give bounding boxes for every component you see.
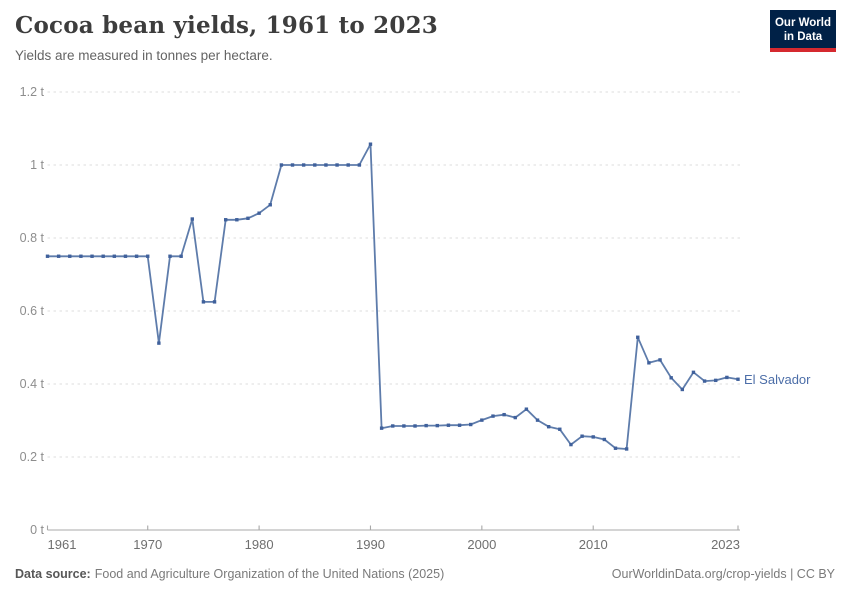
- data-point[interactable]: [636, 335, 640, 339]
- data-point[interactable]: [714, 378, 718, 383]
- y-tick-label: 0 t: [30, 523, 44, 537]
- page-subtitle: Yields are measured in tonnes per hectar…: [15, 47, 273, 63]
- data-point[interactable]: [424, 423, 428, 428]
- data-point[interactable]: [101, 254, 105, 258]
- data-point[interactable]: [535, 418, 540, 422]
- trend-line[interactable]: [46, 143, 739, 450]
- data-point[interactable]: [702, 379, 707, 383]
- data-point[interactable]: [379, 426, 384, 430]
- y-tick-label: 0.4 t: [20, 377, 45, 391]
- data-point[interactable]: [90, 254, 94, 258]
- x-tick-label: 2000: [467, 537, 496, 552]
- data-point[interactable]: [480, 418, 484, 422]
- data-point[interactable]: [279, 163, 284, 167]
- data-point[interactable]: [157, 341, 161, 345]
- x-tick-label: 2023: [711, 537, 740, 552]
- data-point[interactable]: [246, 216, 250, 220]
- data-point[interactable]: [502, 412, 506, 417]
- data-point[interactable]: [168, 254, 172, 258]
- data-point[interactable]: [658, 358, 662, 362]
- x-tick-label: 2010: [579, 537, 608, 552]
- y-tick-label: 1 t: [30, 158, 44, 172]
- data-point[interactable]: [680, 387, 685, 392]
- data-point[interactable]: [602, 437, 607, 442]
- x-tick-label: 1990: [356, 537, 385, 552]
- data-point[interactable]: [624, 447, 629, 451]
- data-point[interactable]: [190, 217, 194, 221]
- data-point[interactable]: [580, 434, 584, 438]
- data-point[interactable]: [235, 218, 239, 222]
- data-point[interactable]: [569, 442, 573, 447]
- data-point[interactable]: [413, 424, 417, 428]
- data-point[interactable]: [112, 254, 117, 258]
- data-point[interactable]: [613, 446, 618, 450]
- data-point[interactable]: [402, 424, 406, 428]
- data-point[interactable]: [357, 163, 362, 167]
- data-point[interactable]: [56, 254, 61, 258]
- data-point[interactable]: [558, 427, 562, 431]
- data-point[interactable]: [68, 254, 72, 258]
- data-point[interactable]: [491, 414, 495, 418]
- data-point[interactable]: [134, 254, 139, 258]
- x-tick-label: 1961: [48, 537, 77, 552]
- data-point[interactable]: [524, 407, 529, 411]
- chart-header: Cocoa bean yields, 1961 to 2023 Yields a…: [15, 12, 730, 63]
- data-point[interactable]: [123, 254, 128, 258]
- data-point[interactable]: [513, 415, 517, 420]
- data-point[interactable]: [736, 377, 740, 381]
- data-point[interactable]: [335, 163, 339, 167]
- data-point[interactable]: [346, 163, 350, 167]
- data-point[interactable]: [691, 370, 696, 375]
- data-point[interactable]: [457, 423, 462, 427]
- data-point[interactable]: [446, 423, 451, 427]
- data-point[interactable]: [324, 163, 328, 167]
- data-point[interactable]: [257, 211, 261, 215]
- data-point[interactable]: [669, 376, 673, 380]
- data-point[interactable]: [223, 218, 228, 222]
- y-tick-label: 0.8 t: [20, 231, 45, 245]
- y-tick-label: 1.2 t: [20, 85, 45, 99]
- data-point[interactable]: [313, 163, 317, 167]
- owid-logo-line2: in Data: [783, 31, 823, 43]
- data-point[interactable]: [368, 142, 373, 146]
- owid-logo[interactable]: Our World in Data: [770, 10, 836, 52]
- data-source-value: Food and Agriculture Organization of the…: [94, 567, 445, 581]
- data-point[interactable]: [301, 163, 306, 167]
- data-source-label: Data source:: [15, 567, 91, 581]
- owid-logo-line1: Our World: [774, 17, 831, 29]
- data-point[interactable]: [435, 423, 439, 428]
- data-point[interactable]: [79, 254, 83, 258]
- data-point[interactable]: [290, 163, 295, 167]
- series-label-el-salvador[interactable]: El Salvador: [744, 372, 811, 387]
- y-tick-label: 0.6 t: [20, 304, 45, 318]
- data-point[interactable]: [546, 425, 551, 429]
- chart-footer: Data source: Food and Agriculture Organiz…: [15, 567, 835, 581]
- data-point[interactable]: [591, 435, 595, 439]
- data-point[interactable]: [45, 254, 50, 258]
- data-point[interactable]: [146, 254, 150, 258]
- y-tick-label: 0.2 t: [20, 450, 45, 464]
- data-point[interactable]: [647, 361, 651, 365]
- data-point[interactable]: [391, 424, 395, 428]
- data-point[interactable]: [201, 300, 206, 304]
- data-point[interactable]: [469, 422, 473, 427]
- data-source: Data source: Food and Agriculture Organiz…: [15, 567, 444, 581]
- data-point[interactable]: [725, 375, 729, 380]
- data-point[interactable]: [212, 300, 217, 304]
- site-credit-link[interactable]: OurWorldinData.org/crop-yields | CC BY: [611, 567, 835, 581]
- x-tick-label: 1970: [133, 537, 162, 552]
- data-point[interactable]: [268, 203, 272, 207]
- page-title: Cocoa bean yields, 1961 to 2023: [15, 12, 438, 39]
- data-point[interactable]: [179, 254, 183, 258]
- x-tick-label: 1980: [245, 537, 274, 552]
